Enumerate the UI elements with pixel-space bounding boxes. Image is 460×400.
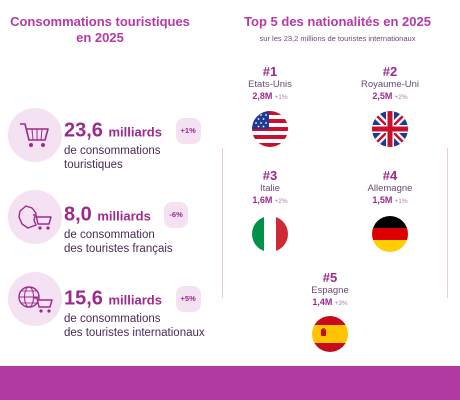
nation-count: 2,5M — [372, 91, 393, 101]
nation-rank: #5 — [322, 270, 338, 285]
footer-bar — [0, 366, 460, 400]
nation-variation: +2% — [394, 94, 408, 101]
stat-icon-circle — [8, 108, 62, 162]
nation-rank: #4 — [382, 168, 398, 183]
nation-country: Royaume-Uni — [360, 79, 420, 90]
nation-rank: #2 — [382, 64, 398, 79]
germany-flag-icon — [372, 216, 408, 252]
stat-desc-line1: de consommations — [64, 145, 161, 157]
stat-desc-line1: de consommations — [64, 313, 161, 325]
nation-variation: +1% — [274, 94, 288, 101]
right-section-title: Top 5 des nationalités en 2025 — [244, 14, 431, 29]
nation-card: #2 Royaume-Uni 2,5M +2% — [345, 64, 435, 101]
right-section-subtitle: sur les 23,2 millions de touristes inter… — [259, 34, 416, 43]
stat-desc-line2: des touristes internationaux — [64, 327, 205, 339]
stat-badge: +1% — [175, 118, 201, 144]
stat-value-line: 23,6 milliards +1% — [64, 118, 201, 144]
divider-left — [222, 148, 223, 298]
nation-card: #4 Allemagne 1,5M +1% — [345, 168, 435, 205]
left-title-line1: Consommations touristiques — [10, 14, 190, 29]
italy-flag-icon — [252, 216, 288, 252]
nation-count: 1,4M — [312, 297, 333, 307]
stat-value: 23,6 — [64, 119, 103, 142]
nation-variation: +1% — [394, 198, 408, 205]
stat-value: 15,6 — [64, 287, 103, 310]
nation-count-line: 1,5M +1% — [345, 195, 435, 205]
divider-right — [447, 148, 448, 298]
stat-unit: milliards — [108, 124, 162, 140]
nation-count: 1,5M — [372, 195, 393, 205]
spain-flag-icon — [312, 316, 348, 352]
stat-value-line: 15,6 milliards +5% — [64, 286, 205, 312]
nation-card: #3 Italie 1,6M +2% — [225, 168, 315, 205]
nation-count-line: 2,8M +1% — [225, 91, 315, 101]
globe-cart-icon — [18, 286, 53, 313]
nation-variation: +2% — [274, 198, 288, 205]
stat-badge: -6% — [164, 202, 188, 228]
stat-block: 15,6 milliards +5% de consommations des … — [64, 286, 205, 340]
nation-count-line: 2,5M +2% — [345, 91, 435, 101]
shopping-cart-icon — [20, 123, 49, 147]
stat-icon-circle — [8, 190, 62, 244]
stat-desc-line2: des touristes français — [64, 243, 173, 255]
stat-block: 8,0 milliards -6% de consommation des to… — [64, 202, 188, 256]
nation-card: #5 Espagne 1,4M +3% — [285, 270, 375, 307]
nation-count: 1,6M — [252, 195, 273, 205]
nation-card: #1 Etats-Unis 2,8M +1% — [225, 64, 315, 101]
usa-flag-icon — [252, 111, 288, 147]
nation-variation: +3% — [334, 300, 348, 307]
stat-unit: milliards — [97, 208, 151, 224]
stat-badge: +5% — [175, 286, 201, 312]
left-section-title: Consommations touristiques en 2025 — [0, 14, 200, 46]
nation-country: Allemagne — [367, 183, 413, 194]
stat-unit: milliards — [108, 292, 162, 308]
left-title-line2: en 2025 — [76, 30, 124, 45]
nation-count: 2,8M — [252, 91, 273, 101]
nation-count-line: 1,4M +3% — [285, 297, 375, 307]
nation-rank: #3 — [262, 168, 278, 183]
stat-block: 23,6 milliards +1% de consommations tour… — [64, 118, 201, 172]
nation-country: Etats-Unis — [248, 79, 292, 90]
stat-value: 8,0 — [64, 203, 92, 226]
france-cart-icon — [18, 205, 52, 230]
nation-count-line: 1,6M +2% — [225, 195, 315, 205]
nation-country: Espagne — [311, 285, 349, 296]
stat-value-line: 8,0 milliards -6% — [64, 202, 188, 228]
nation-country: Italie — [259, 183, 281, 194]
stat-desc-line2: touristiques — [64, 159, 123, 171]
stat-desc-line1: de consommation — [64, 229, 155, 241]
stat-icon-circle — [8, 272, 62, 326]
uk-flag-icon — [372, 111, 408, 147]
nation-rank: #1 — [262, 64, 278, 79]
